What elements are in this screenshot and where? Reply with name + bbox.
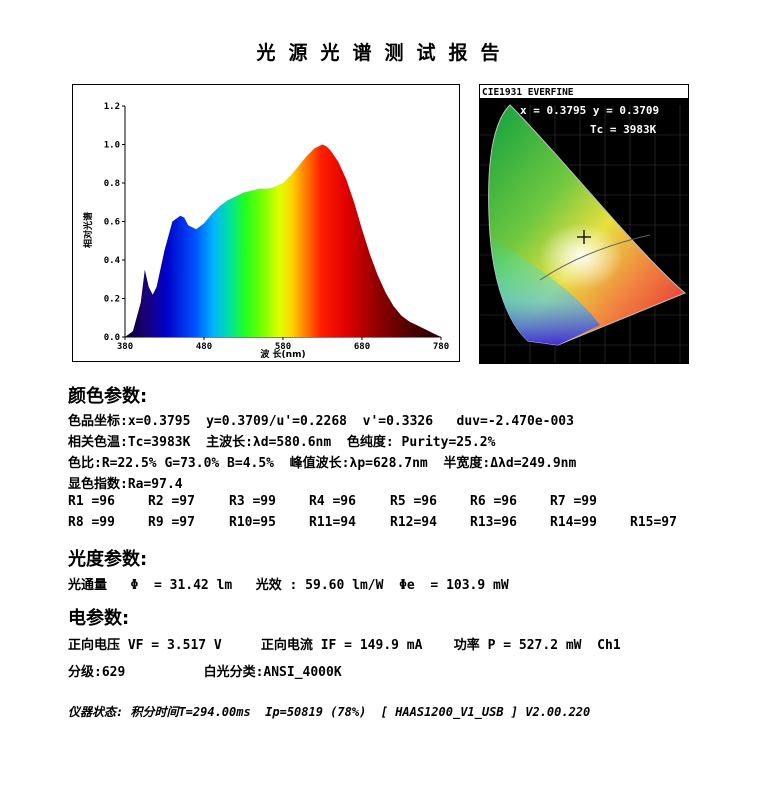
- spectrum-y-tick-label: 0.6: [104, 218, 120, 228]
- cie-planckian-locus: [539, 234, 651, 281]
- electrical-line-2: 分级:629 白光分类:ANSI_4000K: [68, 665, 342, 680]
- spectrum-x-tick-label: 480: [196, 342, 212, 352]
- ri-cell: R7 =99: [550, 494, 597, 509]
- cie-point-marker: [577, 230, 591, 244]
- ri-cell: R3 =99: [229, 494, 276, 509]
- ri-cell: R8 =99: [68, 515, 115, 530]
- ri-cell: R2 =97: [148, 494, 195, 509]
- cie-cct-text: Tc = 3983K: [590, 123, 657, 136]
- color-params-heading: 颜色参数:: [68, 386, 148, 407]
- photometric-line: 光通量 Φ = 31.42 lm 光效 : 59.60 lm/W Φe = 10…: [68, 578, 509, 593]
- spectrum-series: [125, 144, 441, 337]
- spectrum-y-tick-label: 0.4: [104, 256, 121, 266]
- spectrum-y-tick-label: 0.8: [104, 179, 120, 189]
- ri-cell: R14=99: [550, 515, 597, 530]
- spectrum-x-tick-label: 580: [275, 342, 291, 352]
- electrical-heading: 电参数:: [68, 608, 130, 629]
- spectrum-x-tick-label: 380: [117, 342, 133, 352]
- report-title: 光源光谱测试报告: [256, 42, 513, 64]
- ri-cell: R15=97: [630, 515, 677, 530]
- electrical-line-1: 正向电压 VF = 3.517 V 正向电流 IF = 149.9 mA 功率 …: [68, 638, 621, 653]
- spectrum-y-tick-label: 0.0: [104, 333, 120, 343]
- spectrum-xlabel: 波 长(nm): [260, 348, 305, 360]
- ri-cell: R13=96: [470, 515, 517, 530]
- ri-cell: R12=94: [390, 515, 437, 530]
- ri-cell: R1 =96: [68, 494, 115, 509]
- spectrum-chart-frame: 0.0 0.2 0.4 0.6 0.8 1.0 1.2 380 480 580 680 780 相对光…: [72, 84, 460, 362]
- ri-cell: R9 =97: [148, 515, 195, 530]
- instrument-status: 仪器状态: 积分时间T=294.00ms Ip=50819 (78%) [ HA…: [68, 705, 591, 719]
- spectrum-y-tick-label: 0.2: [104, 295, 120, 305]
- spectrum-chart: 0.0 0.2 0.4 0.6 0.8 1.0 1.2 380 480 580 680 780 相对光…: [82, 102, 449, 360]
- cie-diagram-frame: CIE1931 EVERFINE x = 0.3795 y = 0.3709 T…: [479, 84, 689, 364]
- cie-diagram: CIE1931 EVERFINE x = 0.3795 y = 0.3709 T…: [480, 85, 688, 363]
- cie-title: CIE1931 EVERFINE: [482, 87, 574, 98]
- spectrum-y-tick-label: 1.0: [104, 141, 120, 151]
- color-line-2: 相关色温:Tc=3983K 主波长:λd=580.6nm 色纯度: Purity…: [68, 435, 496, 450]
- ri-cell: R10=95: [229, 515, 276, 530]
- spectrum-y-tick-label: 1.2: [104, 102, 120, 112]
- spectrum-ylabel: 相对光谱: [82, 212, 94, 248]
- color-line-3: 色比:R=22.5% G=73.0% B=4.5% 峰值波长:λp=628.7n…: [68, 456, 577, 471]
- ri-cell: R11=94: [309, 515, 356, 530]
- ri-cell: R5 =96: [390, 494, 437, 509]
- spectrum-x-tick-label: 780: [433, 342, 449, 352]
- color-line-4: 显色指数:Ra=97.4: [68, 477, 183, 492]
- photometric-heading: 光度参数:: [68, 549, 148, 570]
- ri-cell: R4 =96: [309, 494, 356, 509]
- spectrum-x-tick-label: 680: [354, 342, 370, 352]
- cie-coord-text: x = 0.3795 y = 0.3709: [520, 104, 659, 117]
- ri-cell: R6 =96: [470, 494, 517, 509]
- color-line-1: 色品坐标:x=0.3795 y=0.3709/u'=0.2268 v'=0.33…: [68, 414, 574, 429]
